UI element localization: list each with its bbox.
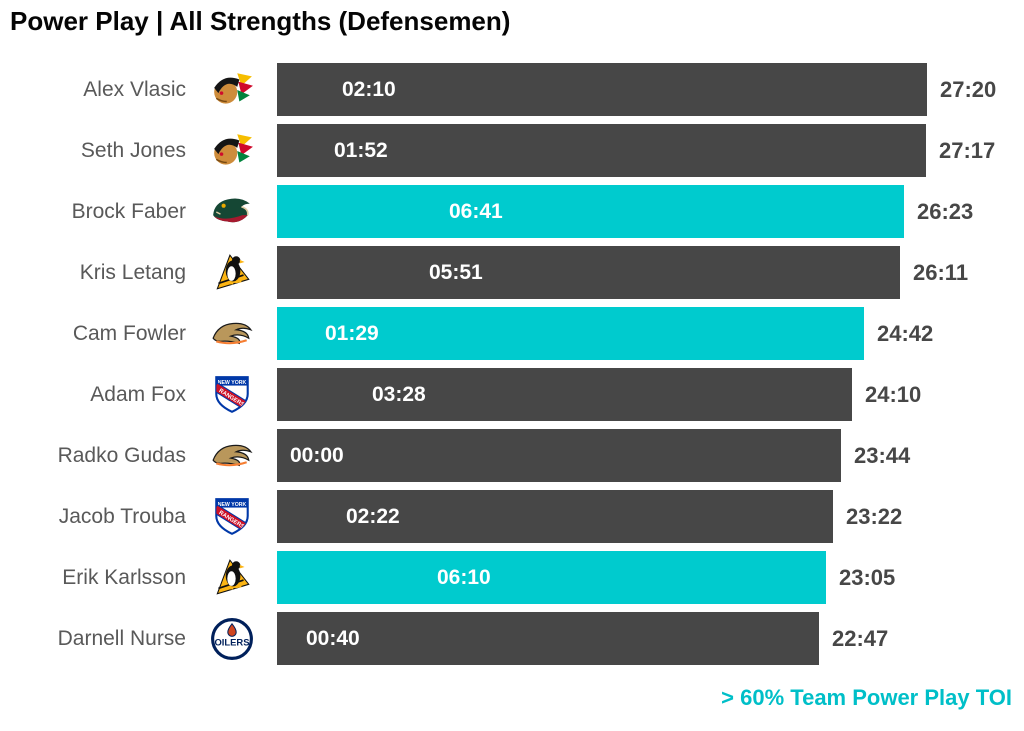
pp-toi-label: 06:41 — [449, 199, 503, 223]
toi-bar: 02:22 — [277, 490, 833, 543]
pp-toi-label: 02:10 — [342, 77, 396, 101]
total-toi-label: 22:47 — [832, 625, 889, 651]
ducks-logo-icon — [186, 307, 277, 360]
player-row: Cam Fowler 01:29 24:42 — [0, 307, 1024, 360]
total-toi-label: 27:17 — [939, 137, 996, 163]
toi-bar: 05:51 — [277, 246, 900, 299]
player-row: Erik Karlsson 06:10 23:05 — [0, 551, 1024, 604]
total-toi-label: 23:22 — [846, 503, 903, 529]
total-toi-label: 26:11 — [913, 259, 969, 285]
player-name-label: Radko Gudas — [57, 443, 186, 467]
svg-text:OILERS: OILERS — [214, 636, 249, 647]
player-name-label: Seth Jones — [80, 138, 186, 162]
toi-bar: 01:52 — [277, 124, 926, 177]
total-toi-label: 27:20 — [940, 76, 997, 102]
rangers-logo-icon: NEW YORK RANGERS — [186, 368, 277, 421]
player-row: Adam Fox NEW YORK RANGERS 03:28 24:10 — [0, 368, 1024, 421]
bar-zone: 01:29 24:42 — [277, 307, 1024, 360]
bar-zone: 05:51 26:11 — [277, 246, 1024, 299]
blackhawks-logo-icon — [186, 63, 277, 116]
bar-zone: 06:10 23:05 — [277, 551, 1024, 604]
oilers-logo-icon: OILERS — [186, 612, 277, 665]
player-row: Seth Jones 01:52 27:17 — [0, 124, 1024, 177]
player-row: Brock Faber 06:41 26:23 — [0, 185, 1024, 238]
ducks-logo-icon — [186, 429, 277, 482]
penguins-logo-icon — [186, 246, 277, 299]
svg-text:NEW YORK: NEW YORK — [217, 380, 246, 386]
player-name-label: Adam Fox — [90, 382, 186, 406]
pp-toi-label: 02:22 — [346, 504, 400, 528]
pp-toi-label: 03:28 — [372, 382, 426, 406]
player-name-label: Darnell Nurse — [57, 626, 186, 650]
bar-zone: 00:40 22:47 — [277, 612, 1024, 665]
rangers-logo-icon: NEW YORK RANGERS — [186, 490, 277, 543]
bar-zone: 00:00 23:44 — [277, 429, 1024, 482]
total-toi-label: 23:05 — [839, 564, 896, 590]
highlight-legend-note: > 60% Team Power Play TOI — [721, 685, 1012, 710]
pp-toi-label: 00:00 — [290, 443, 344, 467]
toi-bar: 02:10 — [277, 63, 927, 116]
total-toi-label: 24:10 — [865, 381, 922, 407]
total-toi-label: 26:23 — [917, 198, 974, 224]
toi-bar-highlighted: 01:29 — [277, 307, 864, 360]
wild-logo-icon — [186, 185, 277, 238]
player-row: Jacob Trouba NEW YORK RANGERS 02:22 23:22 — [0, 490, 1024, 543]
bar-zone: 02:22 23:22 — [277, 490, 1024, 543]
player-name-label: Kris Letang — [79, 260, 186, 284]
player-name-label: Jacob Trouba — [58, 504, 186, 528]
toi-bar: 00:40 — [277, 612, 819, 665]
player-name-label: Alex Vlasic — [83, 77, 186, 101]
player-row: Radko Gudas 00:00 23:44 — [0, 429, 1024, 482]
blackhawks-logo-icon — [186, 124, 277, 177]
pp-toi-label: 06:10 — [437, 565, 491, 589]
player-row: Kris Letang 05:51 26:11 — [0, 246, 1024, 299]
player-name-label: Brock Faber — [71, 199, 186, 223]
player-name-label: Cam Fowler — [72, 321, 186, 345]
bar-chart-rows: Alex Vlasic 02:10 27:20 Seth Jones 01:52 27:1… — [0, 63, 1024, 673]
pp-toi-label: 05:51 — [429, 260, 483, 284]
toi-bar-highlighted: 06:41 — [277, 185, 904, 238]
pp-toi-label: 01:52 — [334, 138, 388, 162]
bar-zone: 01:52 27:17 — [277, 124, 1024, 177]
bar-zone: 06:41 26:23 — [277, 185, 1024, 238]
bar-zone: 03:28 24:10 — [277, 368, 1024, 421]
svg-text:NEW YORK: NEW YORK — [217, 502, 246, 508]
player-name-label: Erik Karlsson — [62, 565, 186, 589]
toi-bar-highlighted: 06:10 — [277, 551, 826, 604]
chart-title: Power Play | All Strengths (Defensemen) — [10, 6, 511, 36]
total-toi-label: 24:42 — [877, 320, 934, 346]
total-toi-label: 23:44 — [854, 442, 911, 468]
penguins-logo-icon — [186, 551, 277, 604]
toi-bar: 00:00 — [277, 429, 841, 482]
player-row: Alex Vlasic 02:10 27:20 — [0, 63, 1024, 116]
player-row: Darnell Nurse OILERS 00:40 22:47 — [0, 612, 1024, 665]
pp-toi-label: 00:40 — [306, 626, 360, 650]
toi-bar: 03:28 — [277, 368, 852, 421]
pp-toi-label: 01:29 — [325, 321, 379, 345]
bar-zone: 02:10 27:20 — [277, 63, 1024, 116]
